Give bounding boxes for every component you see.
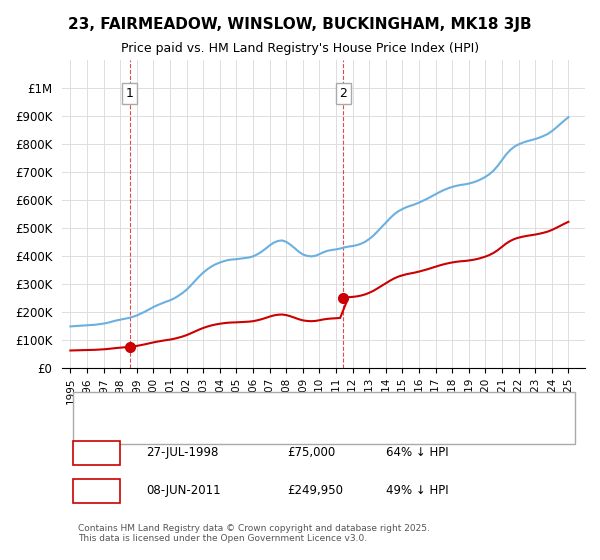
Text: £75,000: £75,000 bbox=[287, 446, 335, 459]
FancyBboxPatch shape bbox=[73, 479, 119, 503]
Text: 64% ↓ HPI: 64% ↓ HPI bbox=[386, 446, 449, 459]
FancyBboxPatch shape bbox=[73, 392, 575, 444]
Text: 49% ↓ HPI: 49% ↓ HPI bbox=[386, 484, 449, 497]
FancyBboxPatch shape bbox=[73, 441, 119, 465]
Text: 08-JUN-2011: 08-JUN-2011 bbox=[146, 484, 220, 497]
Text: 1: 1 bbox=[92, 446, 100, 459]
Text: £249,950: £249,950 bbox=[287, 484, 343, 497]
Text: HPI: Average price, detached house, Buckinghamshire: HPI: Average price, detached house, Buck… bbox=[125, 423, 409, 433]
Text: 23, FAIRMEADOW, WINSLOW, BUCKINGHAM, MK18 3JB: 23, FAIRMEADOW, WINSLOW, BUCKINGHAM, MK1… bbox=[68, 17, 532, 32]
Text: 2: 2 bbox=[340, 87, 347, 100]
Text: 27-JUL-1998: 27-JUL-1998 bbox=[146, 446, 218, 459]
Text: 1: 1 bbox=[126, 87, 134, 100]
Text: 2: 2 bbox=[92, 484, 100, 497]
Text: 23, FAIRMEADOW, WINSLOW, BUCKINGHAM, MK18 3JB (detached house): 23, FAIRMEADOW, WINSLOW, BUCKINGHAM, MK1… bbox=[125, 399, 502, 409]
Text: Contains HM Land Registry data © Crown copyright and database right 2025.
This d: Contains HM Land Registry data © Crown c… bbox=[78, 524, 430, 543]
Text: Price paid vs. HM Land Registry's House Price Index (HPI): Price paid vs. HM Land Registry's House … bbox=[121, 42, 479, 55]
